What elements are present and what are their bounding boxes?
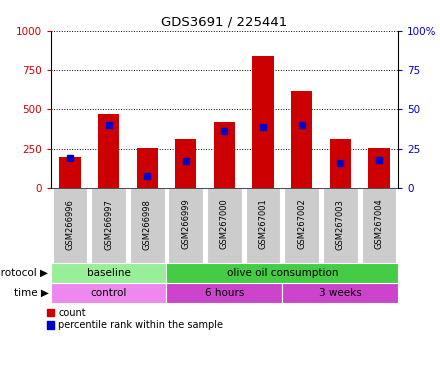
Text: GSM267000: GSM267000 (220, 199, 229, 250)
Text: 3 weeks: 3 weeks (319, 288, 362, 298)
Text: 6 hours: 6 hours (205, 288, 244, 298)
Bar (52, 188, 87, 263)
Text: GSM267004: GSM267004 (374, 199, 383, 250)
Bar (59, 157, 81, 188)
Text: GSM266996: GSM266996 (66, 199, 74, 250)
Bar (253, 56, 274, 188)
Bar (51, 283, 166, 303)
Text: GSM266997: GSM266997 (104, 199, 113, 250)
Legend: count, percentile rank within the sample: count, percentile rank within the sample (47, 308, 224, 330)
Bar (246, 188, 280, 263)
Bar (175, 139, 196, 188)
Bar (330, 139, 351, 188)
Bar (362, 188, 396, 263)
Bar (98, 114, 119, 188)
Bar (323, 188, 358, 263)
Text: control: control (90, 288, 127, 298)
Text: GSM267001: GSM267001 (259, 199, 268, 250)
Bar (214, 122, 235, 188)
Title: GDS3691 / 225441: GDS3691 / 225441 (161, 15, 287, 28)
Text: GSM267002: GSM267002 (297, 199, 306, 250)
Bar (169, 188, 203, 263)
Text: time ▶: time ▶ (14, 288, 48, 298)
Text: protocol ▶: protocol ▶ (0, 268, 48, 278)
Bar (51, 263, 166, 283)
Bar (136, 148, 158, 188)
Bar (291, 91, 312, 188)
Bar (282, 283, 398, 303)
Bar (166, 263, 398, 283)
Text: GSM267003: GSM267003 (336, 199, 345, 250)
Text: GSM266999: GSM266999 (181, 199, 190, 250)
Text: baseline: baseline (87, 268, 131, 278)
Bar (130, 188, 165, 263)
Bar (91, 188, 126, 263)
Bar (166, 283, 282, 303)
Text: olive oil consumption: olive oil consumption (227, 268, 338, 278)
Text: GSM266998: GSM266998 (143, 199, 152, 250)
Bar (368, 148, 389, 188)
Bar (284, 188, 319, 263)
Bar (207, 188, 242, 263)
